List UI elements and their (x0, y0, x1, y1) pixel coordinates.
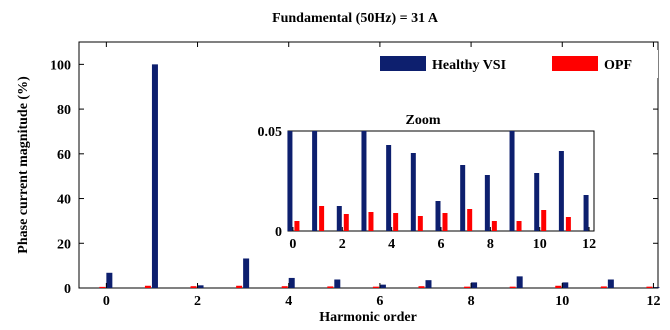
inset-bar-healthy-vsi-h2 (336, 206, 342, 231)
inset-x-tick-label: 4 (388, 237, 395, 252)
inset-bar-opf-h8 (491, 221, 497, 231)
bar-healthy-vsi-h1 (151, 64, 158, 288)
x-tick-label: 0 (103, 294, 110, 309)
inset-bar-opf-h9 (516, 221, 522, 231)
bar-opf-h0 (99, 286, 106, 288)
bar-healthy-vsi-h5 (334, 279, 341, 288)
y-tick-label: 60 (57, 148, 71, 163)
inset-bar-healthy-vsi-h7 (460, 165, 466, 231)
bar-healthy-vsi-h7 (425, 280, 432, 288)
bar-healthy-vsi-h3 (243, 258, 250, 288)
inset-bar-healthy-vsi-h11 (558, 151, 564, 231)
x-tick-label: 4 (285, 294, 292, 309)
x-axis-label: Harmonic order (319, 310, 417, 325)
inset-x-tick-label: 12 (582, 237, 596, 252)
inset-bar-healthy-vsi-h1 (312, 131, 318, 231)
inset-bar-healthy-vsi-h8 (484, 175, 490, 231)
main-bars (99, 64, 660, 288)
inset-bar-opf-h6 (442, 213, 448, 231)
inset-bar-opf-h5 (417, 216, 423, 231)
bar-opf-h4 (281, 286, 288, 288)
y-tick-label: 80 (57, 103, 71, 118)
inset-bar-opf-h7 (467, 209, 473, 231)
inset-bar-healthy-vsi-h6 (435, 201, 441, 231)
y-tick-label: 0 (64, 282, 71, 297)
bar-healthy-vsi-h8 (471, 282, 478, 288)
inset-bar-opf-h2 (343, 214, 349, 231)
bar-opf-h2 (190, 286, 197, 288)
chart-title: Fundamental (50Hz) = 31 A (272, 11, 439, 26)
bar-opf-h5 (327, 286, 334, 288)
inset-bar-healthy-vsi-h12 (583, 195, 589, 231)
legend-swatch-opf (552, 56, 598, 71)
y-tick-label: 40 (57, 193, 71, 208)
x-tick-label: 8 (468, 294, 475, 309)
legend-swatch-healthy-vsi (380, 56, 426, 71)
inset-x-tick-label: 6 (438, 237, 445, 252)
bar-opf-h12 (646, 286, 653, 288)
inset-bar-opf-h1 (319, 206, 325, 231)
inset-x-tick-label: 2 (339, 237, 346, 252)
bar-healthy-vsi-h4 (288, 277, 295, 288)
inset-bar-healthy-vsi-h5 (410, 153, 416, 231)
y-axis-label: Phase current magnitude (%) (16, 76, 31, 254)
bar-opf-h6 (372, 286, 379, 288)
inset-bar-healthy-vsi-h9 (509, 131, 515, 231)
inset-x-tick-label: 10 (533, 237, 547, 252)
inset-ticks: 0 0.05 0 2 4 6 8 10 12 (258, 125, 597, 252)
bar-healthy-vsi-h6 (379, 284, 386, 288)
inset-bar-healthy-vsi-h4 (386, 145, 392, 231)
bar-opf-h9 (509, 286, 516, 288)
inset-bars (287, 131, 589, 231)
bar-opf-h3 (236, 285, 243, 288)
x-tick-label: 2 (194, 294, 201, 309)
y-tick-label: 100 (50, 58, 71, 73)
inset-y-tick-label: 0.05 (258, 125, 283, 140)
inset-bar-opf-h0 (294, 221, 300, 231)
x-tick-label: 6 (376, 294, 383, 309)
inset-y-tick-label: 0 (275, 225, 282, 240)
bar-opf-h10 (555, 285, 562, 288)
bar-healthy-vsi-h2 (197, 285, 204, 288)
legend-label-healthy-vsi: Healthy VSI (432, 58, 506, 73)
bar-healthy-vsi-h11 (607, 279, 614, 288)
legend: Healthy VSI OPF (366, 50, 658, 78)
bar-opf-h8 (464, 286, 471, 288)
bar-healthy-vsi-h10 (562, 282, 569, 288)
inset-x-tick-label: 0 (289, 237, 296, 252)
bar-opf-h1 (144, 285, 151, 288)
inset-bar-opf-h3 (368, 212, 374, 231)
inset-bar-opf-h10 (541, 210, 547, 231)
zoom-inset: Zoom 0 0.05 0 2 4 6 8 10 12 (236, 106, 610, 254)
x-tick-label: 10 (555, 294, 569, 309)
y-tick-label: 20 (57, 237, 71, 252)
inset-bar-healthy-vsi-h3 (361, 131, 367, 231)
inset-bar-healthy-vsi-h10 (534, 173, 540, 231)
legend-label-opf: OPF (604, 58, 632, 73)
bar-opf-h11 (600, 286, 607, 288)
inset-bar-opf-h11 (565, 217, 571, 231)
x-tick-label: 12 (646, 294, 660, 309)
inset-bar-healthy-vsi-h0 (287, 131, 293, 231)
bar-healthy-vsi-h9 (516, 276, 523, 288)
inset-x-tick-label: 8 (487, 237, 494, 252)
inset-title: Zoom (406, 113, 441, 128)
bar-healthy-vsi-h0 (106, 272, 113, 288)
inset-bar-opf-h4 (393, 213, 399, 231)
inset-plot-area (287, 130, 595, 232)
bar-opf-h7 (418, 286, 425, 288)
